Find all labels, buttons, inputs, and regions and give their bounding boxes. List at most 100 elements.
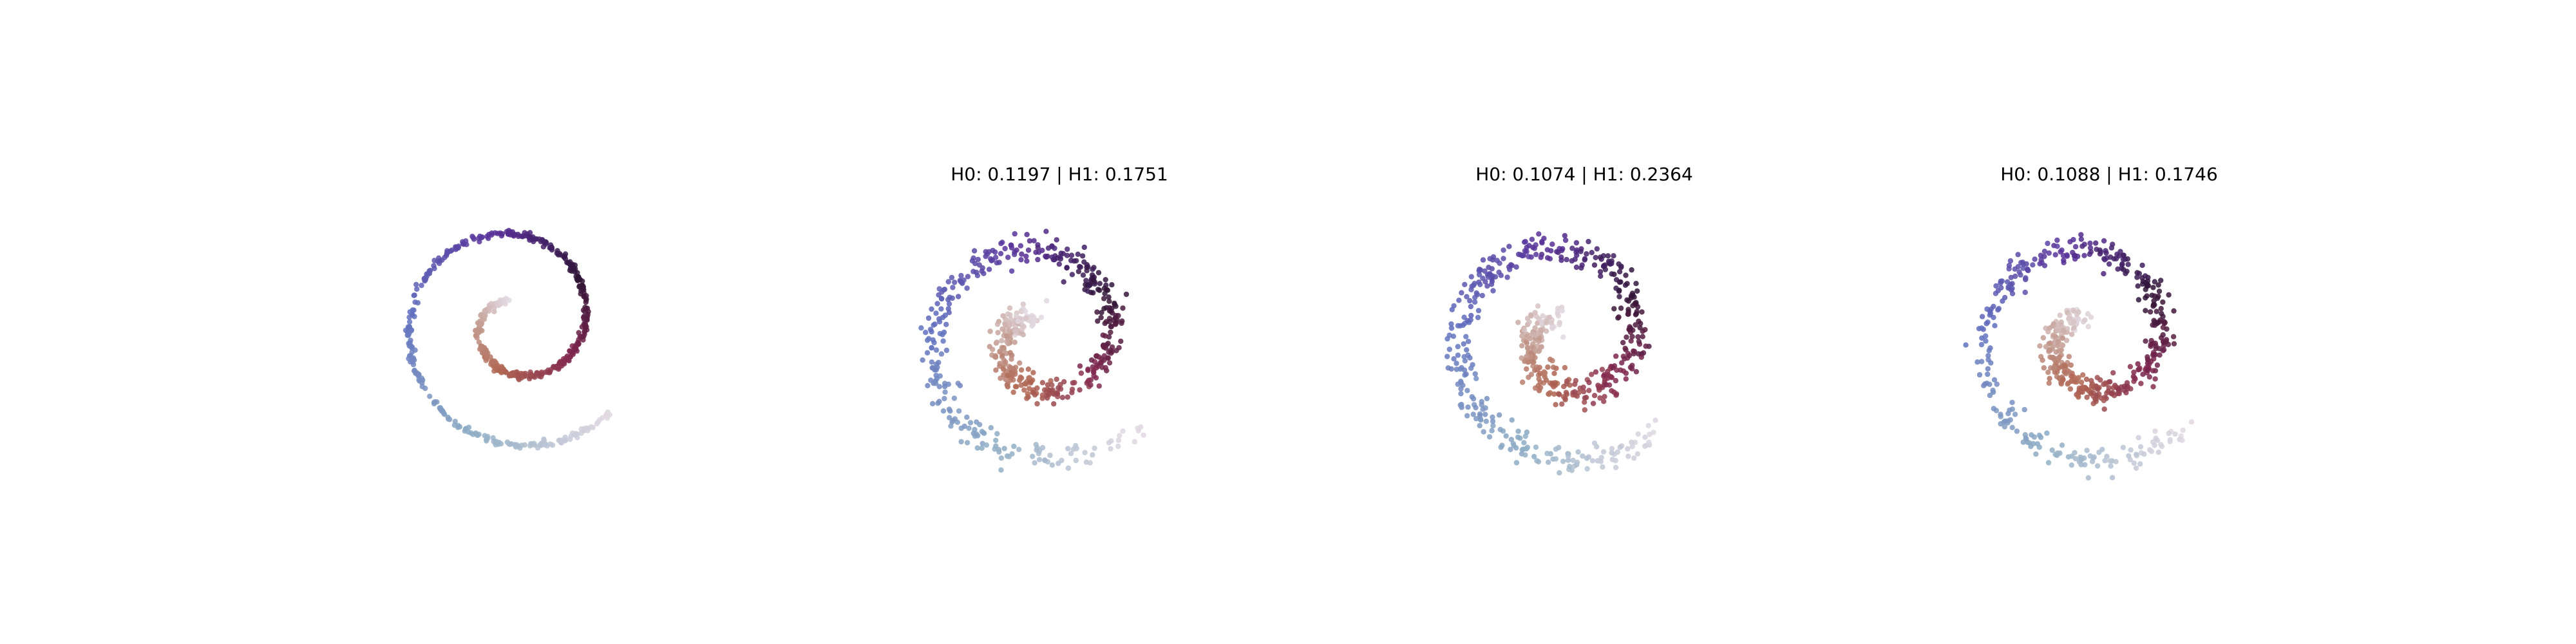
scatter-point: [933, 310, 939, 316]
scatter-point: [1467, 355, 1473, 361]
scatter-point: [1019, 251, 1025, 257]
scatter-point: [2038, 257, 2044, 263]
scatter-point: [1570, 457, 1576, 464]
scatter-point: [1001, 346, 1007, 352]
scatter-point: [1082, 450, 1088, 455]
scatter-point: [2152, 279, 2157, 285]
scatter-point: [580, 307, 587, 313]
scatter-point: [1095, 287, 1101, 292]
scatter-point: [1001, 372, 1007, 378]
scatter-point: [1027, 238, 1033, 244]
scatter-point: [1616, 314, 1622, 320]
scatter-point: [1546, 459, 1551, 465]
scatter-point: [573, 431, 579, 437]
scatter-point: [2020, 261, 2026, 267]
scatter-point: [1567, 382, 1573, 388]
scatter-point: [1461, 341, 1466, 347]
scatter-point: [1606, 382, 1613, 388]
scatter-point: [1524, 429, 1530, 435]
scatter-point: [1474, 292, 1481, 298]
scatter-point: [1978, 325, 1985, 331]
scatter-point: [2045, 240, 2050, 247]
scatter-point: [994, 339, 999, 345]
scatter-point: [943, 321, 949, 327]
scatter-point: [1647, 431, 1653, 437]
scatter-point: [1990, 387, 1996, 393]
scatter-point: [414, 286, 420, 292]
scatter-point: [1993, 283, 1999, 289]
scatter-point: [1044, 298, 1050, 304]
scatter-point: [1533, 337, 1539, 343]
scatter-point: [1562, 232, 1567, 239]
scatter-point: [987, 328, 993, 334]
scatter-point: [1981, 383, 1987, 388]
scatter-point: [2157, 352, 2163, 358]
scatter-point: [1562, 237, 1569, 243]
scatter-point: [1090, 452, 1095, 458]
scatter-point: [2147, 309, 2154, 315]
scatter-point: [1522, 433, 1528, 439]
scatter-point: [2145, 281, 2150, 287]
scatter-point: [1000, 313, 1006, 319]
scatter-point: [1559, 401, 1565, 407]
scatter-point: [1515, 319, 1521, 325]
scatter-point: [1019, 327, 1025, 332]
scatter-point: [1634, 288, 1640, 294]
scatter-point: [1004, 333, 1010, 339]
scatter-point: [583, 293, 589, 299]
scatter-point: [942, 389, 948, 395]
scatter-point: [1480, 275, 1486, 281]
scatter-point: [2023, 435, 2029, 441]
scatter-point: [478, 234, 484, 241]
scatter-point: [1623, 376, 1629, 382]
scatter-point: [1046, 387, 1052, 393]
scatter-point: [1550, 365, 1557, 370]
scatter-point: [527, 234, 533, 240]
scatter-point: [1099, 310, 1104, 316]
scatter-point: [1564, 378, 1570, 384]
scatter-point: [404, 328, 410, 335]
scatter-point: [996, 260, 1002, 265]
scatter-point: [2133, 451, 2139, 457]
scatter-point: [2064, 252, 2070, 258]
scatter-point: [603, 412, 609, 419]
scatter-point: [2104, 390, 2110, 396]
scatter-point: [975, 256, 981, 263]
scatter-point: [2014, 428, 2020, 434]
scatter-point: [2078, 379, 2085, 385]
scatter-point: [2143, 308, 2148, 314]
scatter-point: [1995, 288, 2001, 294]
scatter-point: [1012, 231, 1018, 237]
scatter-point: [2160, 299, 2166, 305]
scatter-point: [1116, 345, 1122, 351]
scatter-point: [965, 274, 971, 279]
scatter-point: [449, 247, 455, 253]
scatter-point: [1079, 253, 1086, 259]
scatter-point: [489, 358, 495, 364]
scatter-point: [993, 437, 999, 443]
scatter-point: [1448, 325, 1455, 331]
scatter-point: [2022, 406, 2027, 413]
scatter-point: [1057, 254, 1063, 260]
scatter-point: [945, 279, 951, 285]
scatter-point: [1496, 412, 1502, 418]
scatter-point: [1584, 466, 1590, 472]
scatter-point: [1106, 360, 1113, 366]
scatter-point: [2116, 391, 2122, 397]
scatter-point: [1469, 393, 1475, 400]
scatter-point: [1078, 370, 1084, 376]
scatter-point: [2150, 368, 2156, 374]
scatter-point: [2084, 448, 2090, 453]
scatter-point: [1523, 339, 1530, 345]
scatter-point: [2016, 269, 2022, 275]
scatter-point: [1001, 446, 1007, 451]
scatter-point: [1533, 242, 1539, 248]
scatter-point: [1590, 401, 1596, 406]
scatter-point: [1582, 256, 1588, 261]
scatter-point: [1091, 369, 1097, 375]
scatter-point: [1007, 305, 1013, 311]
scatter-point: [406, 314, 412, 320]
scatter-point: [1041, 387, 1048, 393]
scatter-point: [929, 359, 935, 365]
scatter-point: [542, 369, 548, 375]
